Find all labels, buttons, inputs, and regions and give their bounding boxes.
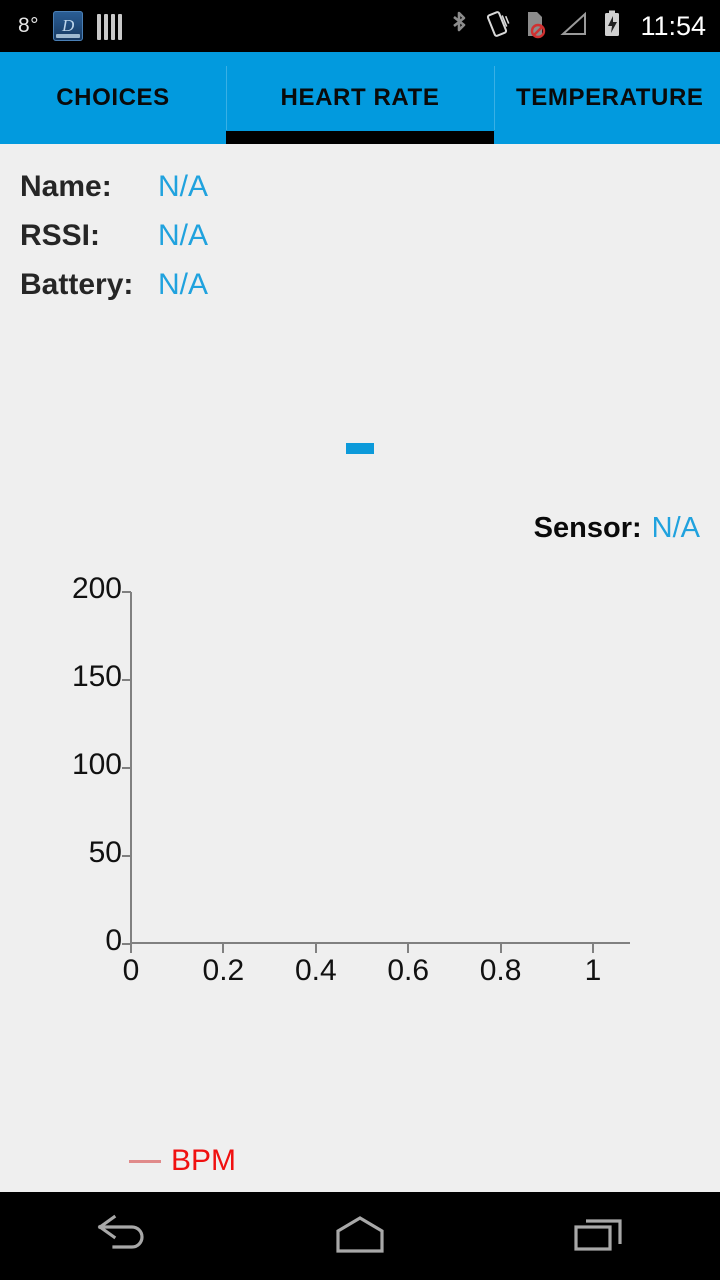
y-tick: [122, 767, 131, 769]
battery-value: N/A: [158, 268, 209, 301]
tab-heart-rate[interactable]: HEART RATE: [226, 52, 494, 144]
content-area: Name: N/A RSSI: N/A Battery: N/A Sensor:…: [0, 144, 720, 1280]
tab-choices-label: CHOICES: [56, 84, 170, 111]
sensor-value: N/A: [651, 512, 700, 544]
navigation-bar: [0, 1192, 720, 1280]
recents-icon: [568, 1213, 632, 1260]
status-bar-clock: 11:54: [640, 10, 706, 41]
weather-temperature: 8°: [18, 14, 40, 37]
dictionary-icon: [53, 11, 84, 41]
home-button[interactable]: [240, 1192, 480, 1280]
status-bar-right: 11:54: [447, 0, 706, 52]
y-axis-labels: 0 50 100 150 200: [0, 574, 122, 994]
y-tick-label: 0: [105, 924, 122, 957]
tab-choices[interactable]: CHOICES: [0, 52, 226, 144]
x-tick: [407, 944, 410, 953]
info-row-rssi: RSSI: N/A: [20, 219, 208, 268]
status-bar: 8°: [0, 0, 720, 52]
x-tick: [592, 944, 594, 953]
x-tick-label: 1: [584, 954, 602, 987]
plot-area: [130, 592, 630, 944]
x-tick-label: 0.2: [202, 954, 245, 987]
info-row-name: Name: N/A: [20, 170, 208, 219]
device-info-block: Name: N/A RSSI: N/A Battery: N/A: [20, 170, 208, 317]
y-tick: [122, 855, 131, 857]
rssi-label: RSSI:: [20, 219, 101, 252]
bluetooth-icon: [447, 9, 471, 44]
series-layer: [130, 592, 630, 944]
tab-bar: CHOICES HEART RATE TEMPERATURE: [0, 52, 720, 144]
heart-rate-chart[interactable]: 0 50 100 150 200 0 0.2 0.4 0.6 0.8 1: [0, 574, 720, 994]
vibrate-icon: [484, 9, 510, 44]
signal-icon: [560, 9, 588, 44]
tab-divider-2: [494, 66, 495, 130]
status-bar-left: 8°: [18, 0, 123, 52]
y-tick-label: 200: [71, 572, 122, 605]
sd-card-disabled-icon: [523, 9, 547, 44]
tab-heart-rate-label: HEART RATE: [280, 84, 440, 111]
battery-label: Battery:: [20, 268, 134, 301]
recents-button[interactable]: [480, 1192, 720, 1280]
back-icon: [88, 1213, 152, 1260]
sensor-label: Sensor:: [533, 512, 642, 544]
progress-dash-marker: [346, 443, 374, 454]
battery-charging-icon: [601, 9, 623, 44]
x-axis-line: [130, 942, 630, 944]
info-row-battery: Battery: N/A: [20, 268, 208, 317]
x-tick-label: 0: [122, 954, 140, 987]
rssi-value: N/A: [158, 219, 209, 252]
tab-divider-1: [226, 66, 227, 130]
y-tick: [122, 679, 131, 681]
name-value: N/A: [158, 170, 209, 203]
chart-legend: BPM: [129, 1144, 236, 1178]
name-label: Name:: [20, 170, 112, 203]
y-tick-label: 50: [88, 836, 122, 869]
bars-icon: [97, 12, 123, 40]
y-tick-label: 100: [71, 748, 122, 781]
x-tick-label: 0.4: [294, 954, 337, 987]
home-icon: [328, 1213, 392, 1260]
legend-line-icon: [129, 1159, 161, 1163]
x-tick: [314, 944, 317, 953]
x-tick-label: 0.6: [387, 954, 430, 987]
x-tick: [499, 944, 502, 953]
y-axis-line: [130, 592, 132, 944]
y-tick-label: 150: [71, 660, 122, 693]
sensor-row: Sensor: N/A: [534, 512, 700, 545]
x-tick: [222, 944, 225, 953]
x-tick: [130, 944, 132, 953]
tab-temperature[interactable]: TEMPERATURE: [494, 52, 720, 144]
x-tick-label: 0.8: [479, 954, 522, 987]
back-button[interactable]: [0, 1192, 240, 1280]
active-tab-indicator: [226, 131, 494, 144]
tab-temperature-label: TEMPERATURE: [516, 84, 704, 111]
y-tick: [122, 943, 131, 945]
legend-label: BPM: [171, 1144, 237, 1177]
y-tick: [122, 591, 131, 593]
